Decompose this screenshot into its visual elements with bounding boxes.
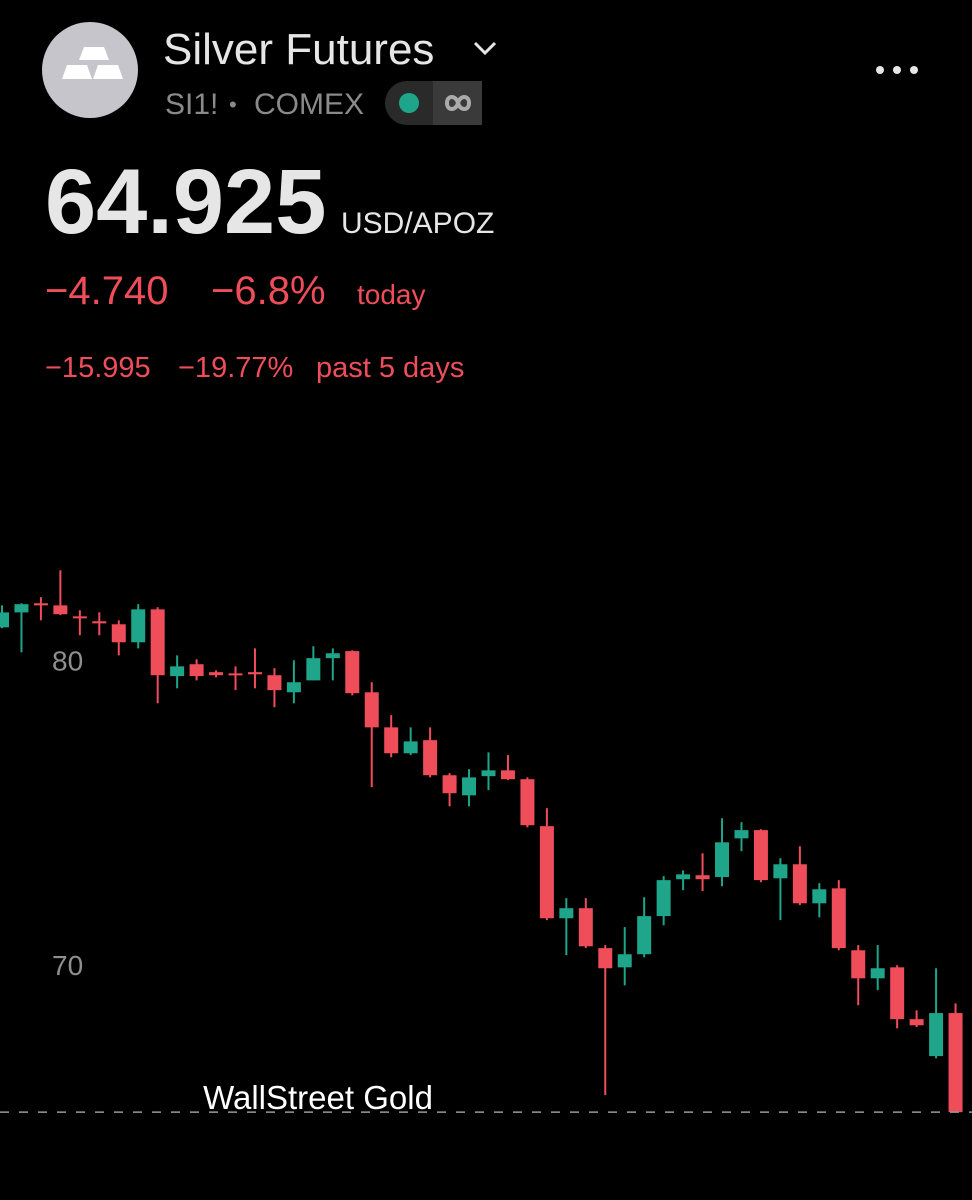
currency: USD/APOZ: [341, 207, 494, 240]
candle-body: [92, 621, 107, 624]
y-tick-label: 80: [52, 645, 83, 676]
watermark: WallStreet Gold: [203, 1079, 433, 1116]
candle-body: [851, 950, 866, 979]
candle-body: [442, 775, 457, 794]
candle-body: [792, 864, 807, 904]
candle-body: [812, 889, 827, 904]
candle-body: [559, 908, 574, 919]
candle-body: [909, 1019, 924, 1026]
more-menu[interactable]: [876, 66, 918, 74]
candle-body: [209, 672, 224, 676]
candle-body: [247, 672, 262, 675]
candle-body: [150, 609, 165, 676]
candle-body: [364, 692, 379, 728]
candle-body: [111, 624, 126, 643]
status-pill[interactable]: [385, 81, 482, 125]
today-label: today: [357, 279, 426, 310]
candle-body: [131, 609, 146, 643]
candle-body: [695, 875, 710, 880]
change-today-pct: −6.8%: [211, 269, 326, 313]
candle-body: [403, 741, 418, 754]
ticker: SI1!: [165, 88, 218, 121]
symbol-title[interactable]: Silver Futures: [163, 25, 434, 74]
candle-body: [870, 968, 885, 979]
candle-body: [890, 967, 905, 1020]
candle-body: [715, 842, 730, 878]
candle-body: [14, 604, 29, 613]
period-label: past 5 days: [316, 352, 464, 384]
candle-body: [948, 1013, 963, 1113]
candle-body: [325, 653, 340, 659]
candle-body: [286, 682, 301, 693]
separator: •: [229, 92, 237, 117]
candle-body: [656, 880, 671, 917]
candle-body: [267, 675, 282, 691]
candle-body: [578, 908, 593, 947]
candle-body: [929, 1013, 944, 1057]
change-5d: −15.995: [45, 352, 151, 384]
candle-body: [423, 740, 438, 776]
symbol-icon: [42, 22, 138, 118]
candlestick-chart: 70 80 WallStreet Gold: [0, 570, 972, 1116]
candle-body: [773, 864, 788, 879]
candle-body: [753, 830, 768, 881]
candle-body: [462, 777, 477, 796]
candle-body: [170, 666, 185, 677]
candle-body: [734, 830, 749, 839]
candle-body: [676, 874, 691, 880]
candle-body: [53, 605, 68, 615]
candle-body: [617, 954, 632, 968]
candle-body: [384, 727, 399, 754]
candle-body: [831, 888, 846, 949]
candle-body: [228, 673, 243, 676]
candle-body: [637, 916, 652, 955]
candle-body: [33, 603, 48, 606]
price: 64.925: [45, 151, 326, 253]
candle-body: [189, 664, 204, 677]
candle-body: [306, 658, 321, 681]
candle-body: [0, 612, 9, 628]
y-tick-label: 70: [52, 950, 83, 981]
candle-body: [481, 770, 496, 777]
change-5d-pct: −19.77%: [178, 352, 293, 384]
exchange: COMEX: [254, 88, 364, 121]
candle-body: [72, 616, 87, 619]
candle-body: [500, 770, 515, 780]
title-chevron[interactable]: [473, 41, 497, 56]
change-today: −4.740: [45, 269, 168, 313]
candle-body: [598, 948, 613, 969]
candle-body: [345, 651, 360, 694]
candle-body: [520, 779, 535, 826]
candle-body: [539, 826, 554, 919]
